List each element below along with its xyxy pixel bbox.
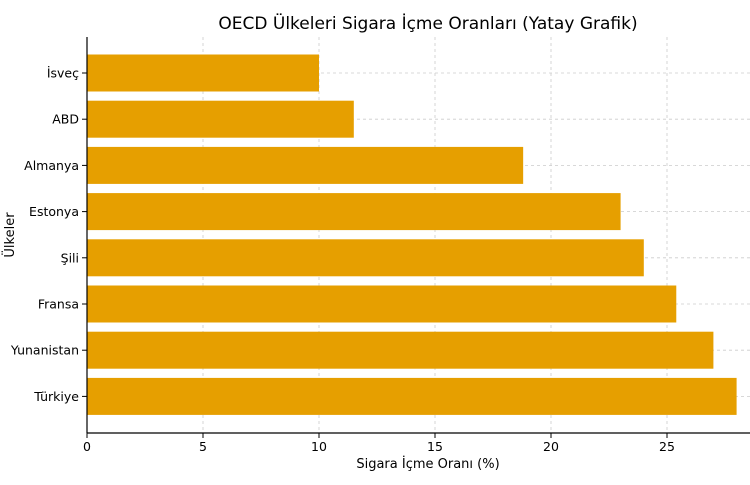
y-tick-label: ABD	[52, 112, 79, 127]
y-tick-label: Fransa	[38, 297, 79, 312]
bar-7	[87, 377, 737, 415]
x-tick-label: 10	[311, 439, 327, 454]
grid	[87, 37, 750, 433]
bar-2	[87, 146, 524, 184]
bar-4	[87, 239, 644, 277]
y-tick-label: İsveç	[47, 66, 79, 81]
bars	[87, 54, 737, 415]
y-axis-ticks: İsveç ABD Almanya Estonya Şili Fransa Yunanist…	[10, 66, 87, 404]
y-tick-label: Türkiye	[33, 389, 79, 404]
y-tick-label: Şili	[61, 250, 79, 265]
bar-5	[87, 285, 677, 323]
x-axis-ticks: 0 5 10 15 20 25	[83, 433, 675, 454]
x-tick-label: 5	[199, 439, 207, 454]
bar-6	[87, 331, 714, 369]
bar-0	[87, 54, 319, 92]
chart-title: OECD Ülkeleri Sigara İçme Oranları (Yata…	[218, 12, 637, 34]
x-tick-label: 25	[659, 439, 675, 454]
x-tick-label: 0	[83, 439, 91, 454]
y-axis-label: Ülkeler	[1, 212, 18, 258]
y-tick-label: Almanya	[24, 158, 79, 173]
bar-1	[87, 100, 354, 138]
x-tick-label: 15	[427, 439, 443, 454]
y-tick-label: Estonya	[29, 204, 79, 219]
x-tick-label: 20	[543, 439, 559, 454]
y-tick-label: Yunanistan	[10, 343, 79, 358]
x-axis-label: Sigara İçme Oranı (%)	[356, 456, 499, 472]
bar-3	[87, 193, 621, 231]
